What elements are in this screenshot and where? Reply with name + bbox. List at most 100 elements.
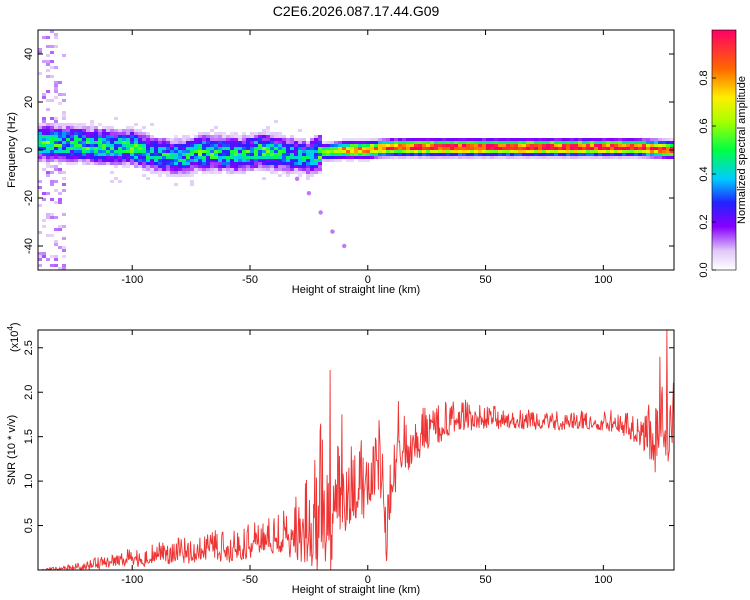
heatmap-cell	[210, 129, 214, 132]
heatmap-cell	[262, 165, 266, 168]
heatmap-cell	[462, 138, 466, 141]
heatmap-cell	[54, 117, 58, 120]
heatmap-cell	[562, 147, 566, 150]
heatmap-cell	[126, 162, 130, 165]
heatmap-cell	[518, 138, 522, 141]
heatmap-cell	[610, 153, 614, 156]
heatmap-cell	[106, 153, 110, 156]
heatmap-cell	[134, 156, 138, 159]
heatmap-cell	[338, 147, 342, 150]
heatmap-cell	[590, 153, 594, 156]
heatmap-cell	[386, 141, 390, 144]
heatmap-cell	[86, 141, 90, 144]
heatmap-cell	[42, 144, 46, 147]
heatmap-cell	[206, 159, 210, 162]
heatmap-cell	[150, 159, 154, 162]
heatmap-cell	[226, 153, 230, 156]
heatmap-cell	[550, 156, 554, 159]
heatmap-cell	[346, 147, 350, 150]
heatmap-cell	[190, 162, 194, 165]
heatmap-cell	[46, 135, 50, 138]
heatmap-cell	[226, 144, 230, 147]
heatmap-cell	[170, 159, 174, 162]
heatmap-cell	[230, 159, 234, 162]
spectrogram-x-label: Height of straight line (km)	[292, 284, 420, 296]
heatmap-cell	[46, 132, 50, 135]
heatmap-cell	[278, 138, 282, 141]
heatmap-cell	[262, 135, 266, 138]
heatmap-cell	[406, 153, 410, 156]
heatmap-cell	[154, 138, 158, 141]
heatmap-cell	[394, 156, 398, 159]
heatmap-cell	[310, 171, 314, 174]
heatmap-cell	[358, 150, 362, 153]
heatmap-cell	[646, 150, 650, 153]
heatmap-cell	[62, 150, 66, 153]
heatmap-cell	[110, 144, 114, 147]
heatmap-cell	[62, 138, 66, 141]
heatmap-cell	[650, 141, 654, 144]
heatmap-cell	[282, 144, 286, 147]
heatmap-cell	[38, 141, 42, 144]
heatmap-cell	[150, 168, 154, 171]
heatmap-cell	[38, 126, 42, 129]
heatmap-cell	[658, 150, 662, 153]
heatmap-cell	[634, 153, 638, 156]
heatmap-cell	[306, 147, 310, 150]
heatmap-cell	[286, 144, 290, 147]
heatmap-cell	[38, 138, 42, 141]
heatmap-cell	[266, 168, 270, 171]
heatmap-cell	[262, 168, 266, 171]
heatmap-cell	[202, 171, 206, 174]
heatmap-cell	[570, 147, 574, 150]
heatmap-cell	[274, 150, 278, 153]
heatmap-cell	[310, 162, 314, 165]
heatmap-cell	[114, 117, 118, 120]
heatmap-cell	[386, 153, 390, 156]
heatmap-cell	[218, 138, 222, 141]
heatmap-cell	[178, 159, 182, 162]
heatmap-cell	[610, 144, 614, 147]
heatmap-cell	[186, 153, 190, 156]
heatmap-cell	[658, 153, 662, 156]
heatmap-cell	[122, 135, 126, 138]
heatmap-cell	[194, 153, 198, 156]
heatmap-cell	[318, 156, 322, 159]
heatmap-cell	[522, 150, 526, 153]
heatmap-cell	[358, 159, 362, 162]
heatmap-cell	[98, 147, 102, 150]
heatmap-cell	[410, 156, 414, 159]
heatmap-cell	[326, 141, 330, 144]
heatmap-cell	[42, 219, 46, 222]
heatmap-cell	[78, 132, 82, 135]
heatmap-cell	[254, 156, 258, 159]
heatmap-cell	[354, 138, 358, 141]
heatmap-cell	[454, 144, 458, 147]
heatmap-cell	[190, 147, 194, 150]
heatmap-streak-point	[306, 191, 312, 196]
heatmap-cell	[50, 147, 54, 150]
heatmap-cell	[478, 138, 482, 141]
heatmap-cell	[586, 144, 590, 147]
heatmap-cell	[186, 159, 190, 162]
snr-scale-close: )	[9, 322, 21, 326]
heatmap-cell	[186, 156, 190, 159]
heatmap-cell	[194, 144, 198, 147]
heatmap-cell	[286, 171, 290, 174]
heatmap-cell	[302, 165, 306, 168]
heatmap-cell	[490, 144, 494, 147]
heatmap-cell	[186, 171, 190, 174]
heatmap-cell	[330, 141, 334, 144]
heatmap-cell	[474, 153, 478, 156]
heatmap-cell	[378, 153, 382, 156]
heatmap-cell	[594, 153, 598, 156]
heatmap-cell	[634, 138, 638, 141]
heatmap-cell	[554, 141, 558, 144]
heatmap-cell	[262, 162, 266, 165]
heatmap-cell	[506, 138, 510, 141]
heatmap-cell	[486, 153, 490, 156]
heatmap-cell	[50, 132, 54, 135]
heatmap-cell	[78, 156, 82, 159]
heatmap-cell	[286, 156, 290, 159]
